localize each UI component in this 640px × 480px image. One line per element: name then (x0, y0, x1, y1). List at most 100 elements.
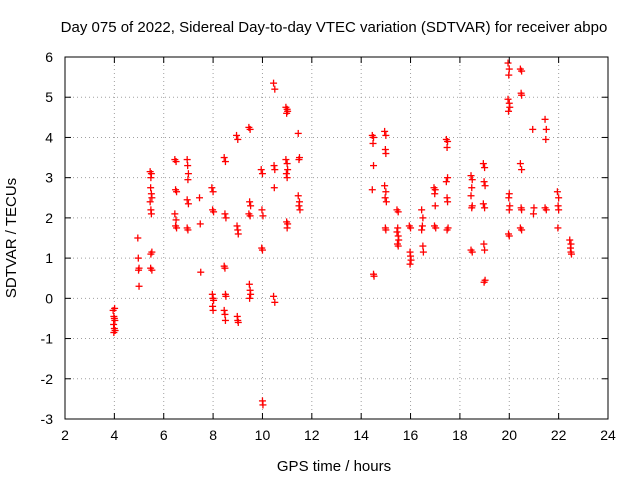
data-point (209, 188, 217, 196)
data-point (221, 158, 229, 166)
data-point (135, 266, 143, 274)
data-point (370, 133, 378, 141)
x-axis-label: GPS time / hours (277, 458, 391, 475)
data-point (381, 194, 389, 202)
data-point (270, 184, 278, 192)
data-point (382, 131, 390, 139)
data-point (382, 198, 390, 206)
data-point (283, 109, 291, 117)
data-point (368, 186, 376, 194)
data-point (111, 316, 119, 324)
data-point (554, 224, 562, 232)
y-tick-label: 6 (45, 49, 53, 65)
data-point (555, 194, 563, 202)
y-tick-label: 0 (45, 290, 53, 306)
data-point (468, 184, 476, 192)
data-point (481, 164, 489, 172)
data-point (541, 115, 549, 123)
data-point (518, 206, 526, 214)
x-tick-label: 24 (600, 427, 616, 443)
data-point (147, 210, 155, 218)
data-point (233, 131, 241, 139)
data-point (258, 206, 266, 214)
data-point (480, 278, 488, 286)
y-tick-label: 4 (45, 129, 53, 145)
data-point (419, 214, 427, 222)
data-point (271, 85, 279, 93)
data-point (529, 210, 537, 218)
data-point (542, 125, 550, 133)
data-point (382, 150, 390, 158)
data-point (394, 242, 402, 250)
data-point (245, 280, 253, 288)
data-point (184, 226, 192, 234)
data-point (220, 306, 228, 314)
x-tick-label: 8 (209, 427, 217, 443)
data-point (233, 222, 241, 230)
data-point (505, 71, 513, 79)
data-point (467, 172, 475, 180)
data-point (481, 246, 489, 254)
data-point (505, 107, 513, 115)
data-point (222, 214, 230, 222)
data-point (221, 210, 229, 218)
data-point (444, 174, 452, 182)
x-tick-label: 20 (501, 427, 517, 443)
data-point (555, 206, 563, 214)
data-point (419, 242, 427, 250)
data-point (442, 178, 450, 186)
data-point (382, 226, 390, 234)
data-point (295, 156, 303, 164)
data-point (444, 137, 452, 145)
data-point (221, 310, 229, 318)
data-point (394, 208, 402, 216)
data-point (516, 160, 524, 168)
y-tick-label: 3 (45, 170, 53, 186)
data-point (210, 296, 218, 304)
data-point (394, 224, 402, 232)
data-point (567, 250, 575, 258)
data-point (184, 200, 192, 208)
data-point (479, 200, 487, 208)
data-point (258, 246, 266, 254)
data-point (270, 292, 278, 300)
data-point (221, 264, 229, 272)
data-point (418, 226, 426, 234)
data-point (210, 208, 218, 216)
data-point (418, 222, 426, 230)
data-point (505, 65, 513, 73)
data-point (542, 206, 550, 214)
data-point (294, 192, 302, 200)
data-point (222, 292, 230, 300)
y-tick-label: 5 (45, 89, 53, 105)
data-point (257, 166, 265, 174)
x-tick-label: 2 (61, 427, 69, 443)
data-point (467, 192, 475, 200)
data-point (480, 178, 488, 186)
data-point (283, 174, 291, 182)
data-point (418, 206, 426, 214)
data-point (147, 250, 155, 258)
data-point (468, 248, 476, 256)
data-point (566, 236, 574, 244)
data-point (172, 216, 180, 224)
data-point (146, 198, 154, 206)
data-point (270, 79, 278, 87)
data-point (479, 160, 487, 168)
data-point (295, 202, 303, 210)
x-tick-label: 4 (110, 427, 118, 443)
data-point (208, 184, 216, 192)
data-point (369, 139, 377, 147)
data-point (171, 210, 179, 218)
data-point (431, 202, 439, 210)
y-tick-label: 2 (45, 210, 53, 226)
data-point (196, 194, 204, 202)
data-point (407, 224, 415, 232)
data-point (518, 226, 526, 234)
data-point (196, 220, 204, 228)
x-tick-label: 14 (353, 427, 369, 443)
data-point (271, 298, 279, 306)
data-point (444, 198, 452, 206)
x-tick-label: 12 (304, 427, 320, 443)
